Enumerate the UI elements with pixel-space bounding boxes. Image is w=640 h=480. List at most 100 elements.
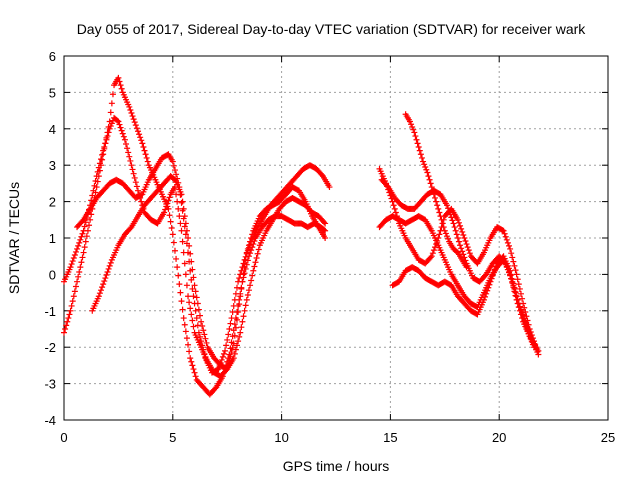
plus-marker [223, 342, 230, 349]
plus-marker [68, 302, 75, 309]
plus-marker [80, 227, 87, 234]
plus-marker [432, 194, 439, 201]
plus-marker [202, 335, 209, 342]
plus-marker [120, 133, 127, 140]
data-series [402, 111, 470, 271]
plus-marker [76, 239, 83, 246]
plus-marker [76, 268, 83, 275]
plus-marker [169, 231, 176, 238]
plus-marker [79, 218, 86, 225]
plus-marker [482, 293, 489, 300]
plus-marker [139, 140, 146, 147]
plus-marker [247, 282, 254, 289]
plus-marker [166, 194, 173, 201]
plus-marker [447, 211, 454, 218]
plus-marker [434, 202, 441, 209]
plus-marker [503, 236, 510, 243]
plus-marker [89, 192, 96, 199]
plus-marker [132, 122, 139, 129]
plus-marker [141, 147, 148, 154]
plus-marker [99, 151, 106, 158]
plus-marker [426, 176, 433, 183]
plus-marker [161, 209, 168, 216]
plus-marker [253, 255, 260, 262]
plus-marker [108, 100, 115, 107]
plus-marker [485, 284, 492, 291]
plus-marker [421, 161, 428, 168]
plus-marker [71, 251, 78, 258]
plus-marker [523, 324, 530, 331]
plus-marker [522, 309, 529, 316]
plus-marker [236, 275, 243, 282]
plus-marker [422, 164, 429, 171]
plus-marker [189, 285, 196, 292]
plus-marker [433, 198, 440, 205]
plus-marker [142, 151, 149, 158]
plus-marker [127, 106, 134, 113]
y-tick-label: 1 [49, 231, 56, 246]
plus-marker [229, 309, 236, 316]
plus-marker [182, 271, 189, 278]
plus-marker [455, 238, 462, 245]
plus-marker [134, 128, 141, 135]
plus-marker [236, 333, 243, 340]
plus-marker [438, 216, 445, 223]
plus-marker [70, 293, 77, 300]
plus-marker [486, 281, 493, 288]
plus-marker [100, 147, 107, 154]
plus-marker [239, 318, 246, 325]
plus-marker [127, 225, 134, 232]
plus-marker [105, 129, 112, 136]
plus-marker [183, 240, 190, 247]
plus-marker [243, 296, 250, 303]
plus-marker [508, 250, 515, 257]
plus-marker [62, 326, 69, 332]
plus-marker [67, 307, 74, 314]
plus-marker [460, 231, 467, 238]
plus-marker [109, 91, 116, 98]
plus-marker [519, 311, 526, 318]
y-axis-label: SDTVAR / TECUs [6, 182, 22, 294]
plus-marker [197, 312, 203, 319]
plus-marker [129, 166, 136, 173]
plus-marker [231, 350, 238, 357]
plus-marker [195, 306, 202, 313]
plus-marker [512, 288, 519, 295]
plus-marker [520, 315, 527, 322]
plus-marker [392, 209, 399, 216]
plus-marker [188, 311, 195, 318]
plus-marker [69, 258, 76, 265]
plus-marker [461, 235, 468, 241]
plus-marker [516, 304, 523, 311]
y-tick-label: 3 [49, 158, 56, 173]
y-tick-label: 5 [49, 85, 56, 100]
plus-marker [185, 341, 192, 348]
plus-marker [163, 203, 170, 210]
plus-marker [127, 157, 134, 164]
plus-marker [533, 344, 540, 351]
plus-marker [69, 298, 76, 305]
plus-marker [240, 313, 247, 320]
plus-marker [510, 280, 517, 287]
plus-marker [227, 320, 234, 327]
plus-marker [437, 213, 444, 220]
plus-marker [168, 224, 175, 231]
plus-marker [454, 235, 461, 241]
plus-marker [216, 363, 223, 370]
plus-marker [162, 206, 169, 213]
plus-marker [174, 175, 181, 182]
plus-marker [195, 329, 202, 336]
plus-marker [391, 205, 398, 212]
plus-marker [190, 293, 197, 300]
plus-marker [417, 151, 424, 158]
plus-marker [188, 276, 195, 283]
plus-marker [138, 137, 145, 144]
plus-marker [435, 205, 442, 212]
plus-marker [232, 324, 239, 331]
plus-marker [515, 300, 522, 307]
plus-marker [173, 255, 180, 262]
plus-marker [91, 182, 98, 189]
plus-marker [97, 156, 104, 163]
plus-marker [501, 230, 508, 237]
plus-marker [390, 202, 397, 209]
